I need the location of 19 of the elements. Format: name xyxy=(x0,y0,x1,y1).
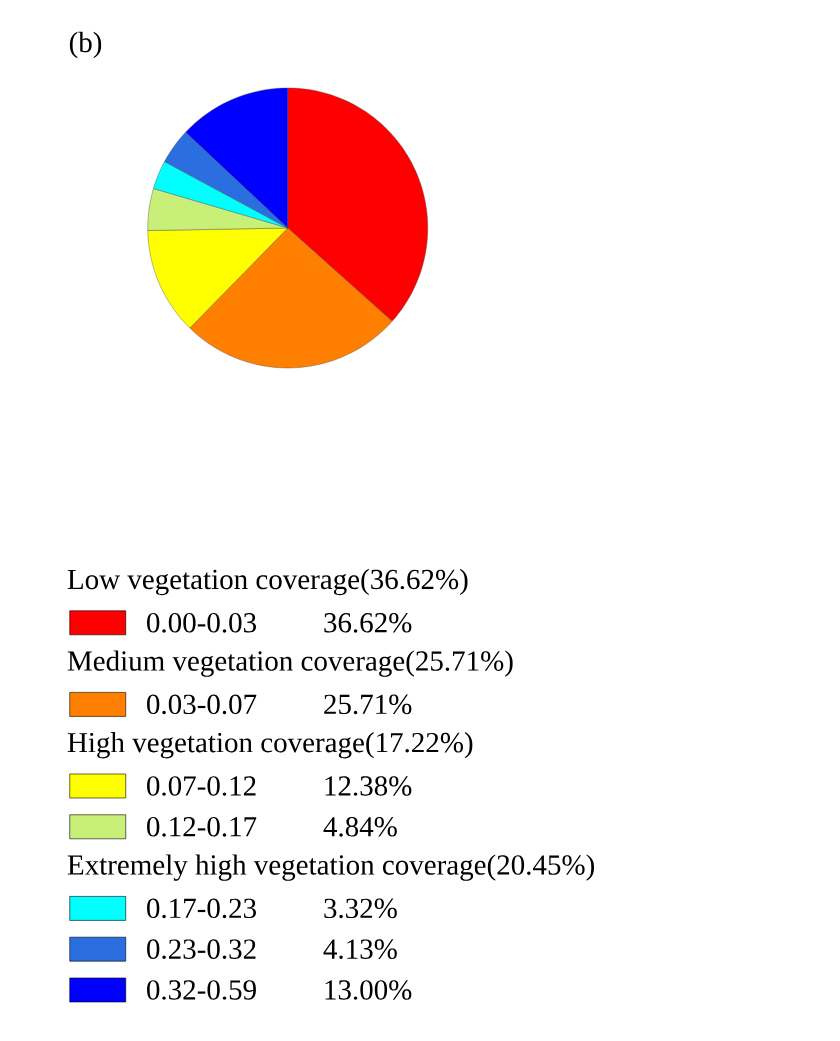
legend-label: 0.07-0.12 xyxy=(147,776,256,796)
legend-label: 0.17-0.23 xyxy=(147,898,257,919)
data-label: 12.38% xyxy=(325,776,412,796)
data-label: 36.62% xyxy=(324,612,412,633)
chart-title: (b) xyxy=(70,31,102,59)
legend-label: 0.00-0.03 xyxy=(147,612,257,633)
legend-label: 0.23-0.32 xyxy=(147,939,256,960)
data-label: 4.13% xyxy=(323,939,397,960)
text: Medium vegetation coverage(25.71%) xyxy=(67,650,513,677)
data-label: 13.00% xyxy=(325,980,412,1000)
data-label: 4.84% xyxy=(323,816,397,837)
legend-label: 0.12-0.17 xyxy=(147,816,257,837)
data-label: 3.32% xyxy=(324,898,397,919)
legend-label: 0.03-0.07 xyxy=(147,694,257,715)
data-label: 25.71% xyxy=(324,694,412,715)
text: Extremely high vegetation coverage(20.45%) xyxy=(67,854,595,881)
legend-label: 0.32-0.59 xyxy=(147,980,257,1000)
text: High vegetation coverage(17.22%) xyxy=(67,732,473,759)
text: Low vegetation coverage(36.62%) xyxy=(67,568,468,596)
